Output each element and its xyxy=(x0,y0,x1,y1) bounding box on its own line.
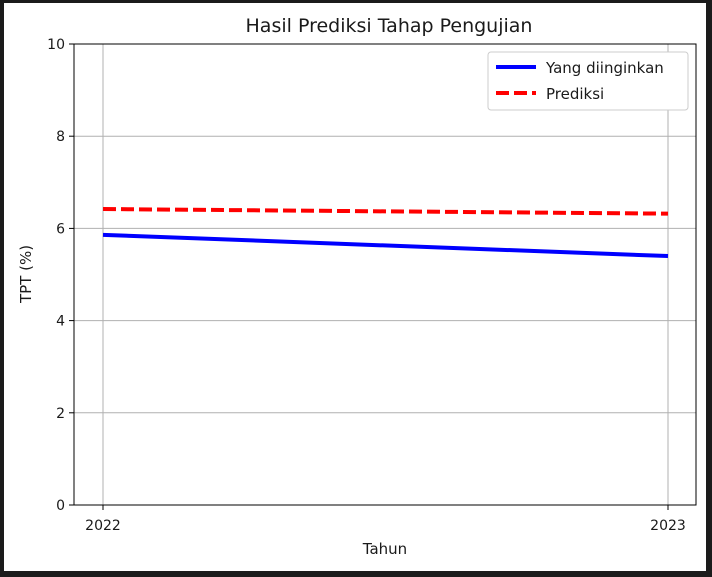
y-tick-label-3: 6 xyxy=(56,221,65,237)
plot-area-border xyxy=(73,43,697,506)
series-line-0 xyxy=(102,232,669,259)
y-tick-label-2: 4 xyxy=(56,314,65,330)
line-chart: Hasil Prediksi Tahap Pengujian 0 2 4 6 8 10 2… xyxy=(17,15,697,558)
grid xyxy=(74,43,696,506)
chart-title: Hasil Prediksi Tahap Pengujian xyxy=(246,15,533,37)
y-tick-label-5: 10 xyxy=(47,37,65,53)
x-tick-label-0: 2022 xyxy=(85,518,121,534)
legend: Yang diinginkan Prediksi xyxy=(487,51,689,111)
y-tick-label-1: 2 xyxy=(56,406,65,422)
x-axis-ticks: 2022 2023 xyxy=(85,505,686,534)
legend-box xyxy=(487,51,689,111)
chart-frame: Hasil Prediksi Tahap Pengujian 0 2 4 6 8 10 2… xyxy=(4,3,706,571)
legend-label-prediksi: Prediksi xyxy=(546,85,604,103)
x-axis-label: Tahun xyxy=(362,540,407,558)
series-lines xyxy=(102,207,669,259)
y-axis-ticks: 0 2 4 6 8 10 xyxy=(47,37,74,514)
series-line-1 xyxy=(102,207,669,216)
y-axis-label: TPT (%) xyxy=(17,245,35,304)
x-tick-label-1: 2023 xyxy=(650,518,686,534)
y-tick-label-0: 0 xyxy=(56,498,65,514)
y-tick-label-4: 8 xyxy=(56,129,65,145)
legend-label-yang-diinginkan: Yang diinginkan xyxy=(545,59,664,77)
